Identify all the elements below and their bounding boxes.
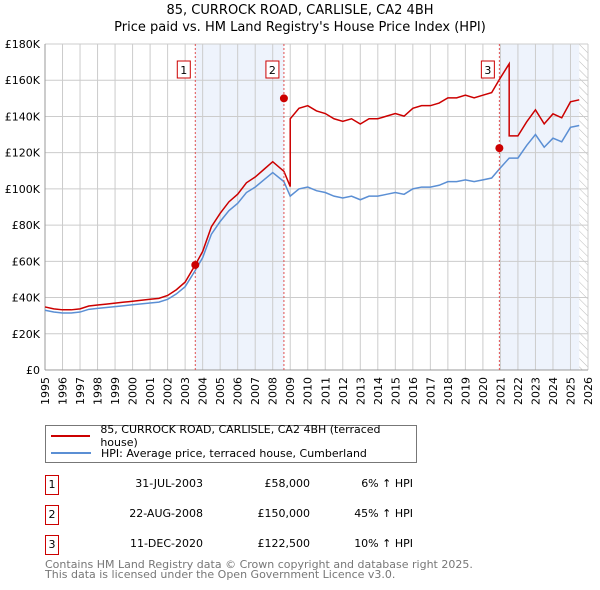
legend: 85, CURROCK ROAD, CARLISLE, CA2 4BH (ter… bbox=[45, 423, 417, 463]
x-tick-label: 2022 bbox=[512, 377, 525, 405]
y-tick-label: £140K bbox=[5, 110, 41, 123]
legend-item-hpi: HPI: Average price, terraced house, Cumb… bbox=[46, 445, 367, 461]
x-tick-label: 2026 bbox=[582, 377, 595, 405]
legend-swatch-property bbox=[51, 435, 91, 437]
shaded-region bbox=[195, 44, 284, 370]
x-tick-label: 2002 bbox=[162, 377, 175, 405]
x-tick-label: 2017 bbox=[424, 377, 437, 405]
x-tick-label: 2023 bbox=[529, 377, 542, 405]
x-tick-label: 1998 bbox=[92, 377, 105, 405]
x-tick-label: 1999 bbox=[109, 377, 122, 405]
plot-area: 1995 1996 1997 1998 1999 2000 2001 2002 2003 2004… bbox=[5, 38, 595, 405]
sale-price: £122,500 bbox=[257, 537, 311, 550]
sale-price: £150,000 bbox=[257, 507, 311, 520]
hatched-region bbox=[579, 44, 588, 370]
chart-title: 85, CURROCK ROAD, CARLISLE, CA2 4BH bbox=[166, 3, 434, 18]
sale-row: 2 22-AUG-2008 £150,000 45% ↑ HPI bbox=[45, 505, 465, 525]
x-tick-label: 2013 bbox=[354, 377, 367, 405]
x-tick-label: 2004 bbox=[197, 377, 210, 405]
x-tick-label: 2009 bbox=[284, 377, 297, 405]
sale-hpi-change: 6% ↑ HPI bbox=[361, 477, 413, 490]
x-tick-label: 2011 bbox=[319, 377, 332, 405]
sale-marker-box bbox=[480, 60, 495, 79]
y-tick-label: £180K bbox=[5, 38, 41, 51]
sale-date: 31-JUL-2003 bbox=[135, 477, 203, 490]
y-tick-label: £0 bbox=[26, 364, 40, 377]
x-tick-label: 2007 bbox=[249, 377, 262, 405]
x-tick-label: 2016 bbox=[407, 377, 420, 405]
x-tick-label: 2010 bbox=[302, 377, 315, 405]
sale-marker-label: 3 bbox=[484, 64, 491, 77]
x-tick-label: 2021 bbox=[494, 377, 507, 405]
sale-marker-label: 1 bbox=[180, 64, 187, 77]
x-tick-label: 2012 bbox=[337, 377, 350, 405]
x-tick-label: 2006 bbox=[232, 377, 245, 405]
sale-row: 1 31-JUL-2003 £58,000 6% ↑ HPI bbox=[45, 475, 465, 495]
x-tick-label: 1996 bbox=[57, 377, 70, 405]
x-tick-label: 2008 bbox=[267, 377, 280, 405]
y-tick-label: £120K bbox=[5, 147, 41, 160]
footer-line: Contains HM Land Registry data © Crown c… bbox=[45, 558, 473, 571]
legend-label: HPI: Average price, terraced house, Cumb… bbox=[101, 446, 367, 460]
property-line bbox=[44, 61, 580, 311]
sale-marker-label: 2 bbox=[269, 64, 276, 77]
footer-line: This data is licensed under the Open Gov… bbox=[45, 568, 396, 581]
chart-subtitle: Price paid vs. HM Land Registry's House … bbox=[114, 20, 486, 35]
x-tick-label: 1997 bbox=[74, 377, 87, 405]
x-tick-label: 2015 bbox=[389, 377, 402, 405]
x-tick-label: 1995 bbox=[39, 377, 52, 405]
x-tick-label: 2000 bbox=[127, 377, 140, 405]
legend-label: 85, CURROCK ROAD, CARLISLE, CA2 4BH (ter… bbox=[100, 423, 381, 449]
x-tick-label: 2014 bbox=[372, 377, 385, 405]
legend-swatch-hpi bbox=[51, 452, 91, 454]
x-tick-label: 2024 bbox=[547, 377, 560, 405]
x-tick-label: 2018 bbox=[442, 377, 455, 405]
sale-marker-box bbox=[176, 60, 191, 79]
footer: Contains HM Land Registry data © Crown c… bbox=[45, 558, 473, 581]
x-tick-label: 2003 bbox=[179, 377, 192, 405]
x-tick-label: 2025 bbox=[564, 377, 577, 405]
sale-marker-label: 3 bbox=[45, 535, 59, 555]
y-tick-label: £100K bbox=[5, 183, 41, 196]
x-tick-label: 2020 bbox=[477, 377, 490, 405]
sale-row: 3 11-DEC-2020 £122,500 10% ↑ HPI bbox=[45, 535, 465, 555]
y-tick-label: £80K bbox=[12, 219, 41, 232]
y-tick-label: £160K bbox=[5, 74, 41, 87]
x-tick-label: 2019 bbox=[459, 377, 472, 405]
sale-marker-label: 1 bbox=[45, 475, 59, 495]
hpi-line bbox=[44, 124, 580, 314]
sale-date: 22-AUG-2008 bbox=[129, 507, 203, 520]
legend-item-property: 85, CURROCK ROAD, CARLISLE, CA2 4BH (ter… bbox=[46, 423, 416, 449]
sale-hpi-change: 10% ↑ HPI bbox=[354, 537, 413, 550]
shaded-region bbox=[499, 44, 580, 370]
sale-hpi-change: 45% ↑ HPI bbox=[354, 507, 413, 520]
sale-price: £58,000 bbox=[264, 477, 311, 490]
sale-marker-box bbox=[265, 60, 280, 79]
x-tick-label: 2001 bbox=[144, 377, 157, 405]
x-tick-label: 2005 bbox=[214, 377, 227, 405]
sale-point bbox=[495, 144, 504, 153]
y-tick-label: £20K bbox=[12, 328, 41, 341]
sale-point bbox=[279, 94, 288, 103]
sale-marker-label: 2 bbox=[45, 505, 59, 525]
y-tick-label: £60K bbox=[12, 255, 41, 268]
sale-point bbox=[191, 260, 200, 269]
y-tick-label: £40K bbox=[12, 292, 41, 305]
sale-date: 11-DEC-2020 bbox=[129, 537, 203, 550]
